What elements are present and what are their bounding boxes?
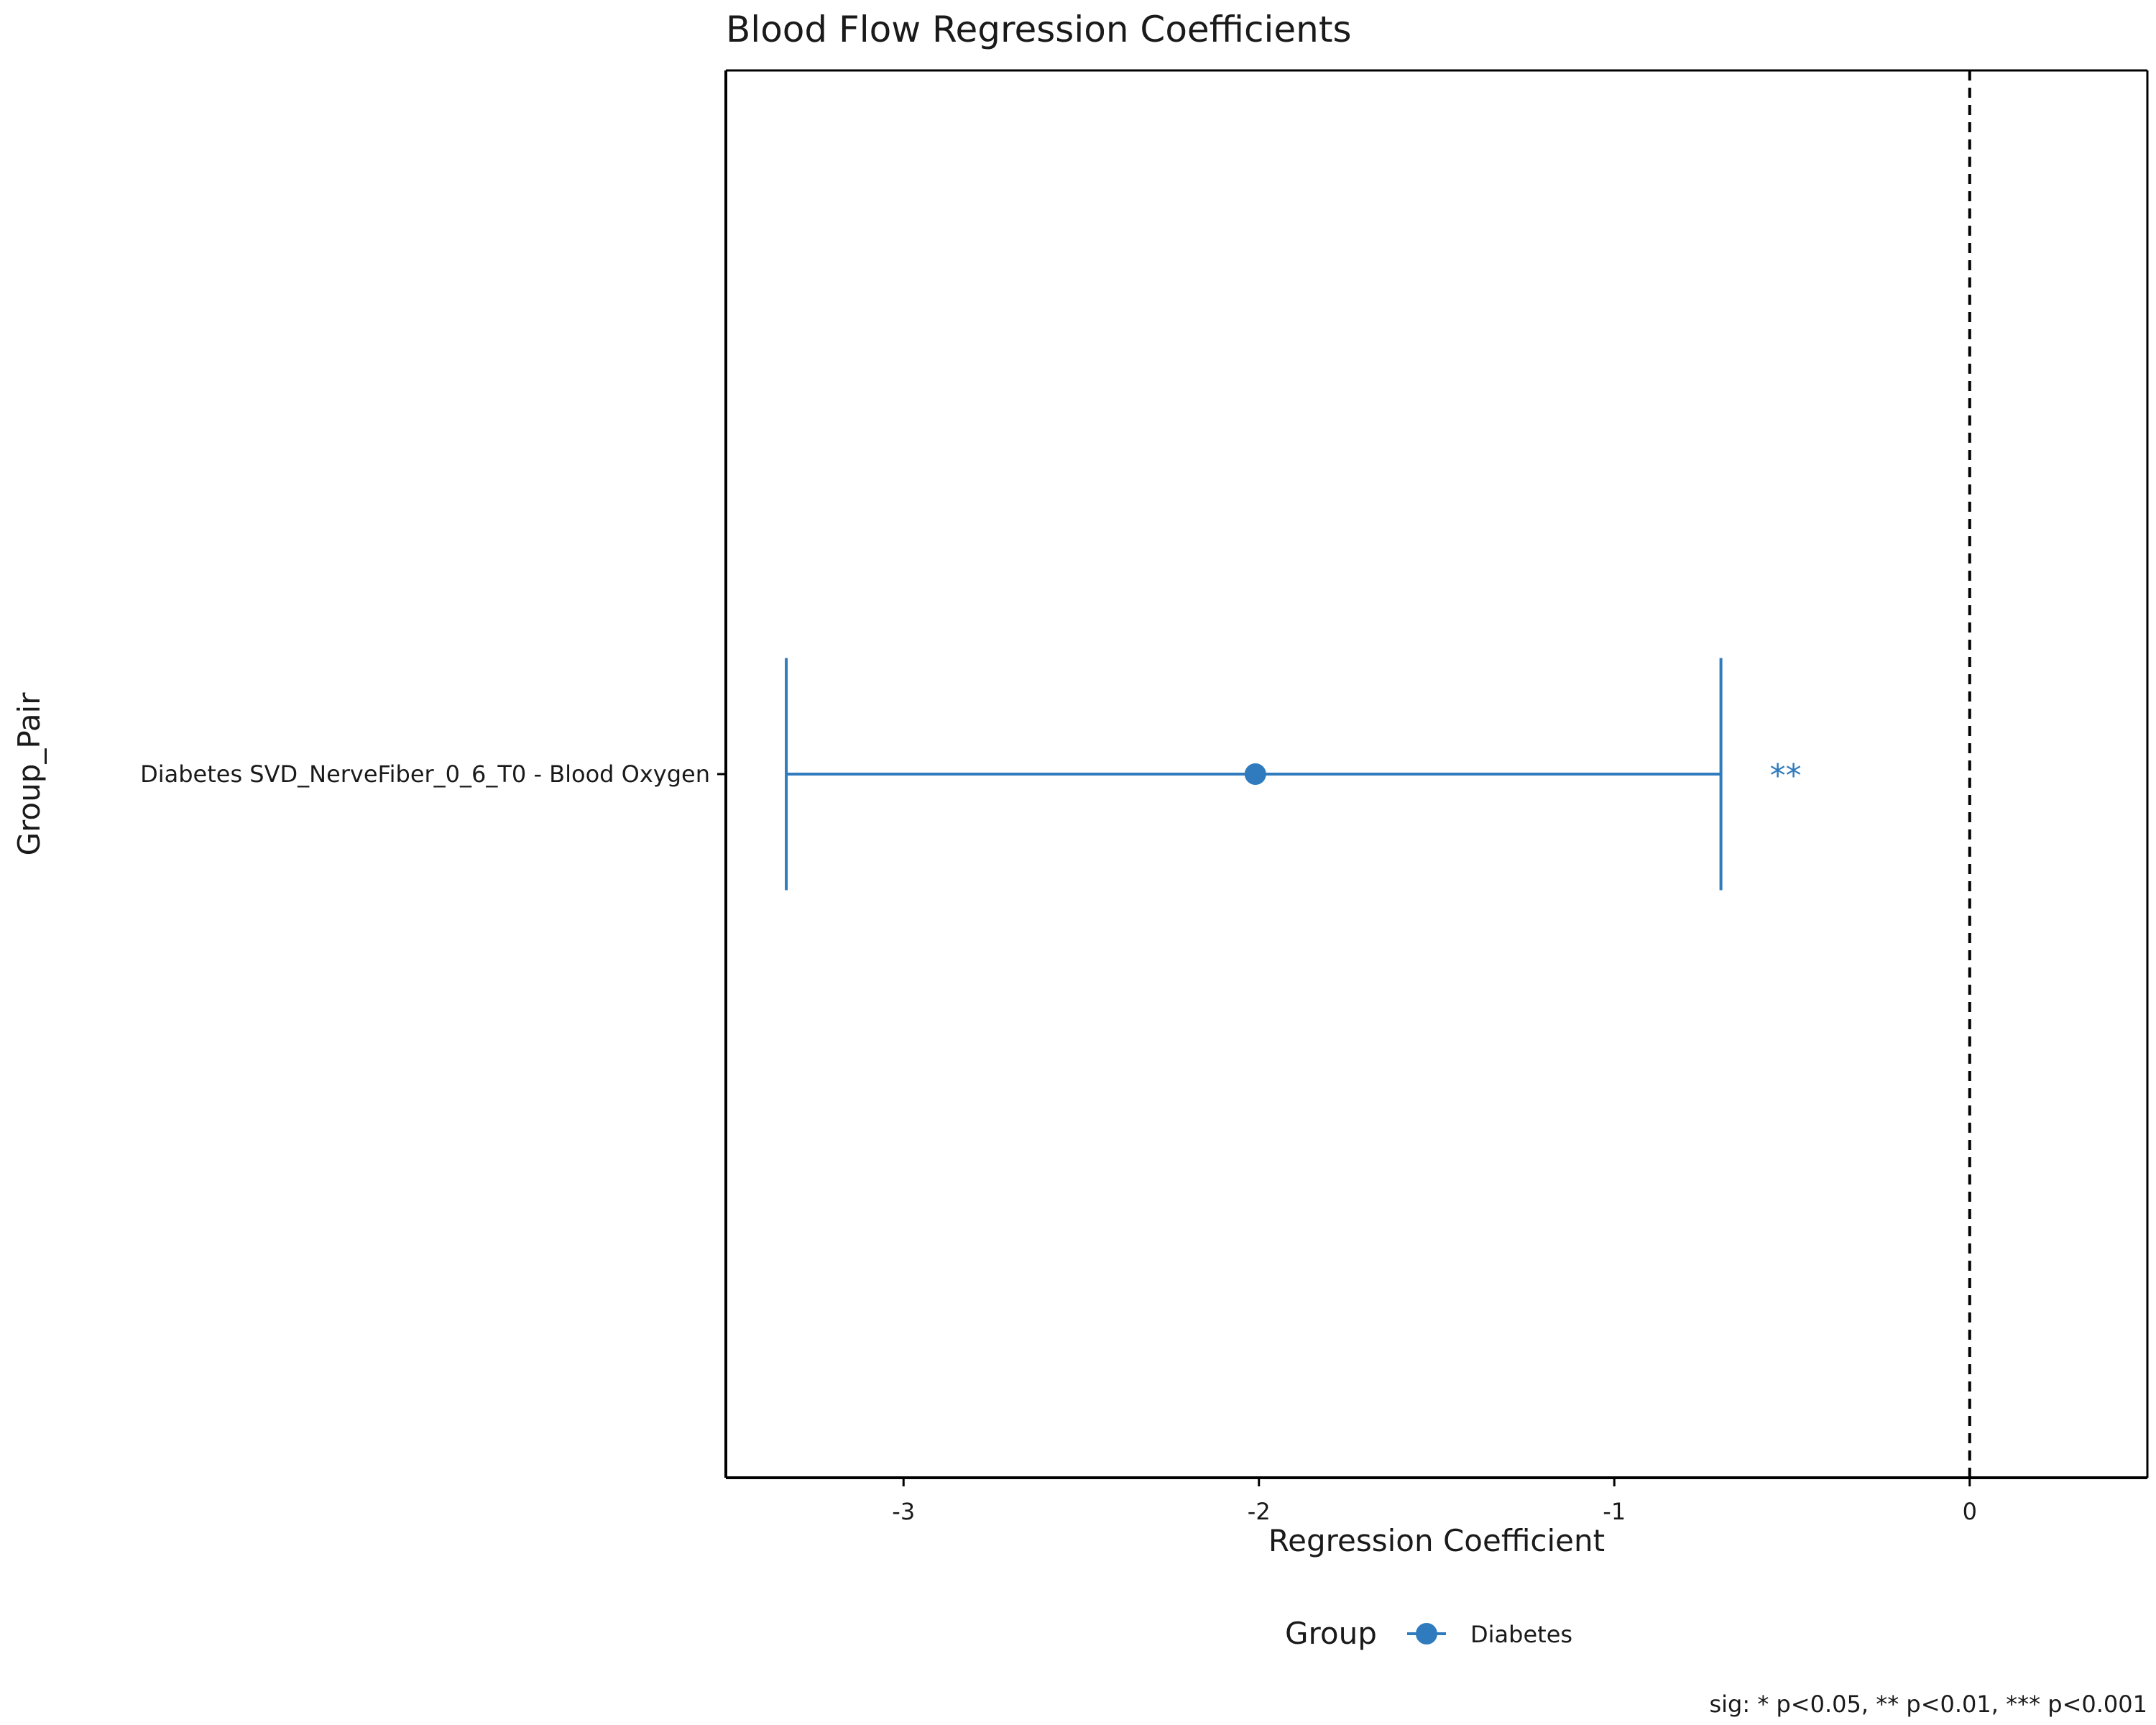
legend-label: Diabetes [1470, 1621, 1572, 1648]
legend-title: Group [1285, 1616, 1377, 1651]
significance-marker: ** [1770, 758, 1802, 794]
y-tick-label: Diabetes SVD_NerveFiber_0_6_T0 - Blood O… [140, 760, 710, 788]
estimate-point [1244, 763, 1266, 785]
x-axis-label: Regression Coefficient [1268, 1523, 1605, 1558]
chart-title: Blood Flow Regression Coefficients [726, 9, 1352, 50]
significance-caption: sig: * p<0.05, ** p<0.01, *** p<0.001 [1709, 1690, 2147, 1718]
legend-key-point [1416, 1623, 1437, 1644]
y-axis-label: Group_Pair [11, 692, 47, 856]
x-tick-label: -1 [1603, 1498, 1626, 1525]
x-tick-label: -2 [1248, 1498, 1271, 1525]
legend: Group Diabetes [1285, 1616, 1572, 1651]
x-tick-label: -3 [892, 1498, 915, 1525]
x-tick-label: 0 [1963, 1498, 1977, 1525]
